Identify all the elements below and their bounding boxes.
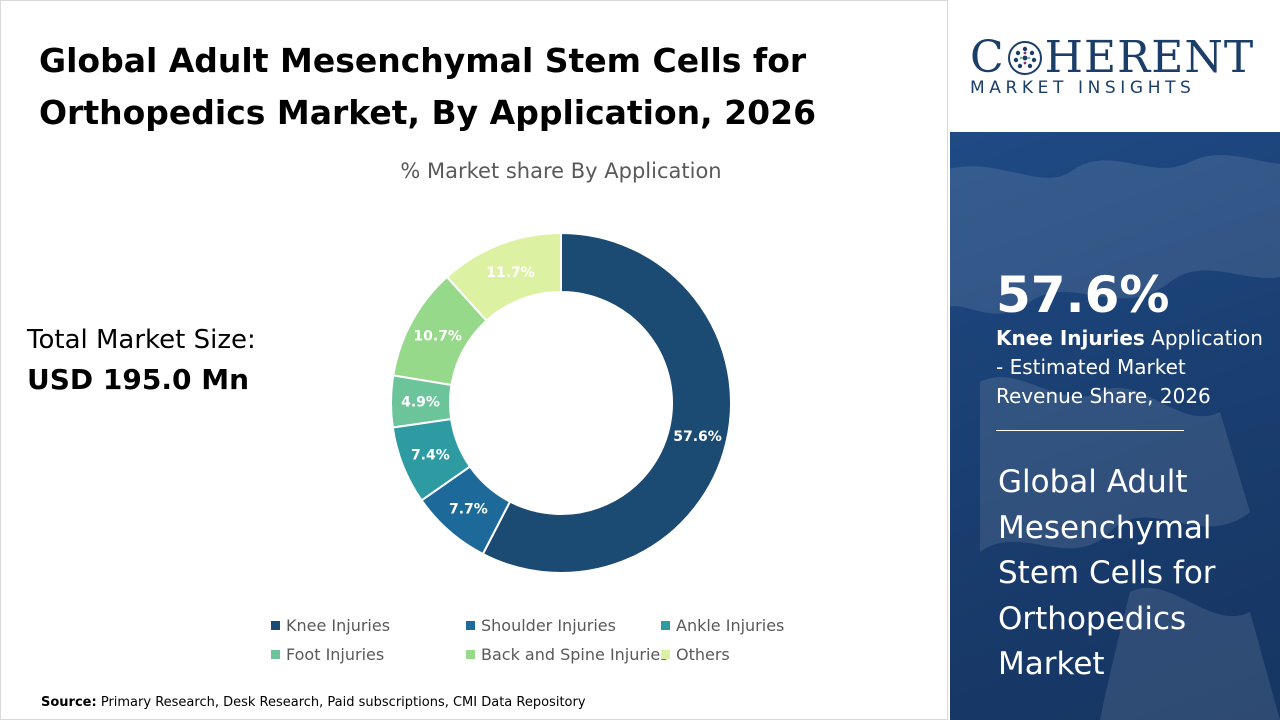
divider [996, 430, 1184, 431]
legend-label: Ankle Injuries [676, 616, 785, 635]
market-size-label: Total Market Size: [27, 325, 256, 355]
world-map-background [950, 154, 1280, 720]
company-logo: C HERENT MARKET INSIGHTS [948, 0, 1280, 132]
data-label-shoulder-injuries: 7.7% [449, 502, 488, 518]
sidebar-title: Global Adult Mesenchymal Stem Cells for … [998, 464, 1216, 682]
highlight-box: 57.6% Knee Injuries Application - Estima… [950, 132, 1280, 720]
legend-item-ankle-injuries: Ankle Injuries [661, 616, 831, 635]
logo-wordmark: C HERENT [970, 32, 1254, 83]
legend-label: Knee Injuries [286, 616, 391, 635]
globe-icon [1007, 40, 1042, 75]
legend-swatch [271, 650, 280, 659]
info-sidebar: C HERENT MARKET INSIGHTS 57.6% Knee Inju… [948, 0, 1280, 720]
data-label-ankle-injuries: 7.4% [411, 448, 450, 464]
legend-label: Foot Injuries [286, 645, 385, 664]
legend-swatch [466, 621, 475, 630]
chart-title: % Market share By Application [400, 159, 722, 183]
donut-slice-knee-injuries [481, 231, 732, 574]
legend-item-shoulder-injuries: Shoulder Injuries [466, 616, 661, 635]
logo-text-left: C [970, 32, 1005, 83]
legend-swatch [661, 621, 670, 630]
data-label-back-and-spine-injuries: 10.7% [413, 329, 462, 345]
logo-subtitle: MARKET INSIGHTS [970, 78, 1196, 98]
market-size-value: USD 195.0 Mn [27, 363, 250, 396]
kpi-segment: Knee Injuries [996, 326, 1145, 350]
legend-label: Back and Spine Injuries [481, 645, 669, 664]
legend-swatch [466, 650, 475, 659]
chart-legend: Knee Injuries Shoulder Injuries Ankle Inju… [271, 616, 831, 664]
legend-label: Shoulder Injuries [481, 616, 616, 635]
data-label-others: 11.7% [486, 265, 535, 281]
legend-item-back-and-spine-injuries: Back and Spine Injuries [466, 645, 669, 664]
kpi-description: Knee Injuries Application - Estimated Ma… [996, 324, 1266, 411]
logo-text-right: HERENT [1044, 32, 1255, 83]
source-note: Source: Primary Research, Desk Research,… [41, 695, 586, 710]
donut-chart: 57.6% 7.7% 7.4% 4.9% 10.7% 11.7% [390, 231, 732, 574]
legend-swatch [271, 621, 280, 630]
source-label: Source: [41, 695, 97, 710]
legend-label: Others [676, 645, 730, 664]
kpi-value: 57.6% [996, 266, 1170, 324]
data-label-knee-injuries: 57.6% [673, 429, 722, 445]
legend-item-foot-injuries: Foot Injuries [271, 645, 466, 664]
kpi-text: Application - Estimated Market Revenue S… [996, 326, 1263, 408]
donut-slice-others [445, 231, 562, 323]
page-title: Global Adult Mesenchymal Stem Cells for … [39, 41, 817, 132]
chart-panel: Global Adult Mesenchymal Stem Cells for … [0, 0, 948, 720]
legend-item-knee-injuries: Knee Injuries [271, 616, 466, 635]
data-label-foot-injuries: 4.9% [401, 395, 440, 411]
legend-item-others: Others [661, 645, 831, 664]
legend-swatch [661, 650, 670, 659]
source-text: Primary Research, Desk Research, Paid su… [100, 695, 586, 710]
